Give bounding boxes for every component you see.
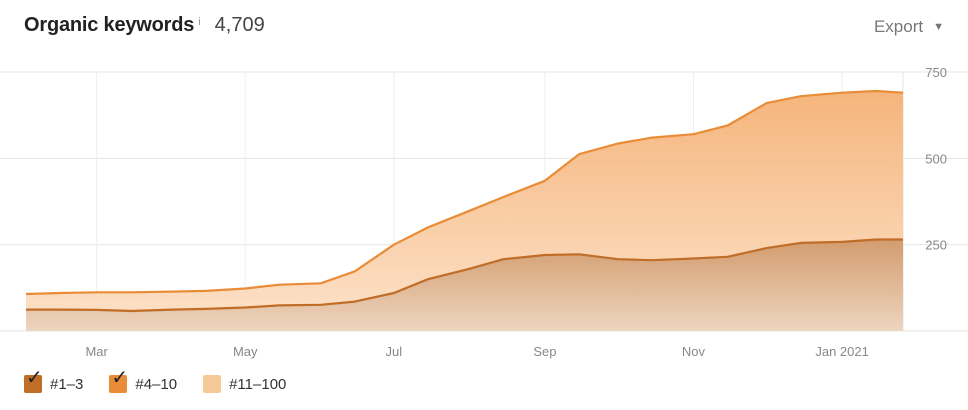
caret-down-icon: ▼ [933, 21, 944, 33]
legend-label-4-10: #4–10 [135, 375, 178, 393]
x-tick-label: Sep [533, 344, 556, 359]
line-series-1-3 [26, 238, 903, 313]
export-label: Export [873, 17, 924, 36]
x-tick-label: Nov [682, 344, 706, 359]
y-tick-label: 500 [925, 151, 947, 166]
x-tick-label: Jan 2021 [815, 344, 869, 359]
keyword-count: 4,709 [214, 14, 265, 36]
chart-title: Organic keywords [24, 14, 195, 36]
x-tick-label: May [233, 344, 258, 359]
x-tick-label: Mar [85, 344, 108, 359]
legend-item-11-100[interactable]: #11–100 [203, 375, 286, 393]
checkmark-icon: ✓ [111, 367, 129, 389]
x-axis-labels: Mar May Jul Sep Nov Jan 2021 [85, 344, 868, 359]
line-series-4-10 [25, 89, 904, 296]
y-axis-labels: 250 500 750 [925, 65, 947, 253]
info-icon[interactable]: i [198, 16, 201, 28]
organic-keywords-chart: 250 500 750 Mar May Jul Sep Nov Jan 2021 [0, 65, 968, 359]
legend-swatch-1-3: ✓ [24, 368, 43, 393]
chart-legend: ✓ #1–3 ✓ #4–10 #11–100 [24, 368, 312, 393]
legend-swatch-11-100 [203, 375, 222, 393]
chart-header: Organic keywords i 4,709 [24, 14, 265, 42]
y-tick-label: 750 [925, 65, 947, 80]
chart-areas [25, 89, 904, 331]
legend-swatch-4-10: ✓ [109, 368, 128, 393]
y-tick-label: 250 [925, 238, 947, 253]
legend-item-1-3[interactable]: ✓ #1–3 [24, 368, 84, 393]
legend-label-1-3: #1–3 [50, 375, 84, 393]
export-button[interactable]: Export ▼ [874, 17, 944, 37]
checkmark-icon: ✓ [26, 367, 43, 389]
legend-label-11-100: #11–100 [229, 375, 287, 393]
legend-item-4-10[interactable]: ✓ #4–10 [109, 368, 178, 393]
x-tick-label: Jul [386, 344, 403, 359]
